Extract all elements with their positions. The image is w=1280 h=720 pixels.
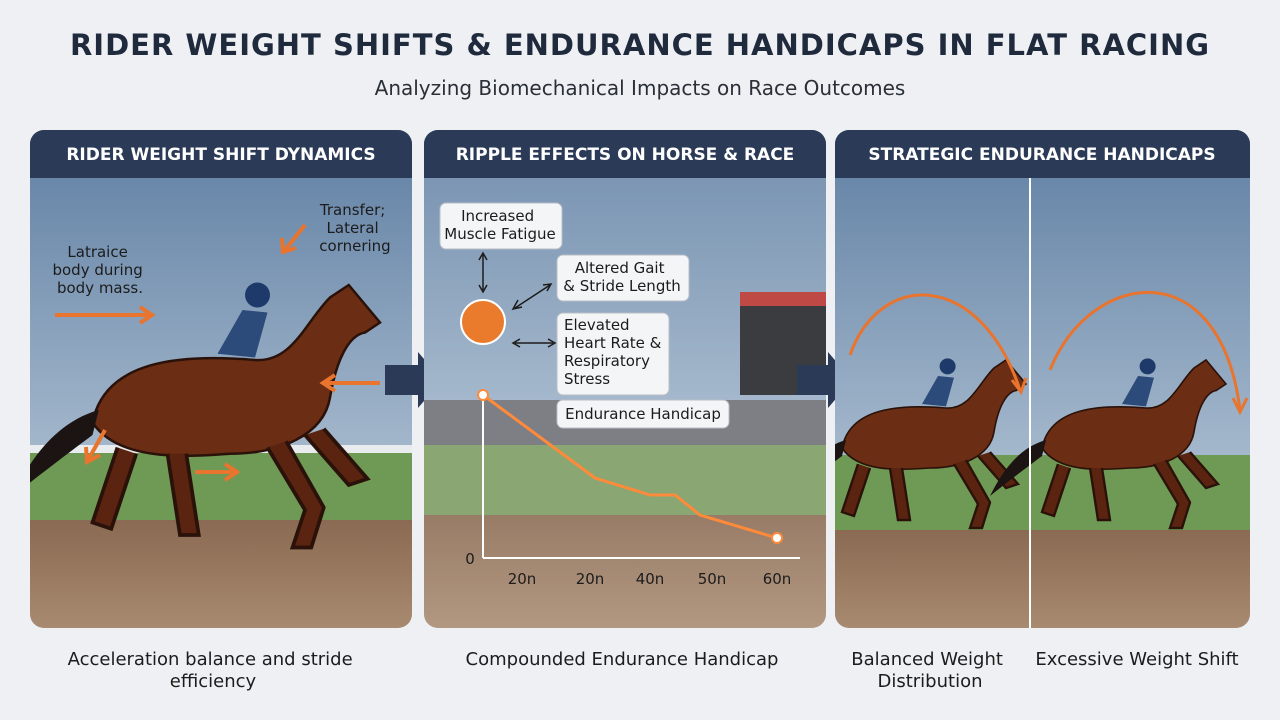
- x-tick-label: 60n: [763, 570, 792, 588]
- panel-heading: RIDER WEIGHT SHIFT DYNAMICS: [66, 145, 375, 165]
- panel-caption: Excessive Weight Shift: [1035, 649, 1238, 670]
- connector-arrows: [478, 251, 557, 348]
- page-title: RIDER WEIGHT SHIFTS & ENDURANCE HANDICAP…: [70, 28, 1210, 62]
- track: [30, 520, 412, 628]
- annotation-line: Heart Rate &: [564, 334, 662, 352]
- panel-3-scene: [835, 130, 1250, 628]
- curve-point: [771, 532, 783, 544]
- force-arrows: [55, 223, 380, 482]
- panel-1-scene: [30, 130, 412, 628]
- note-box: [556, 399, 730, 429]
- track: [835, 530, 1250, 628]
- annotation: Altered Gait & Stride Length: [563, 259, 680, 295]
- page-subtitle: Analyzing Biomechanical Impacts on Race …: [375, 76, 906, 100]
- annotation: Elevated Heart Rate & Respiratory Stress: [564, 316, 666, 388]
- panel-heading: RIPPLE EFFECTS ON HORSE & RACE: [456, 145, 795, 165]
- x-tick-labels: 20n 20n 40n 50n 60n: [508, 570, 792, 588]
- annotation-line: Latraice: [67, 243, 127, 261]
- caption-line: Acceleration balance and stride: [68, 649, 353, 670]
- caption-line: efficiency: [170, 671, 257, 692]
- annotation-line: Muscle Fatigue: [444, 225, 555, 243]
- annotation: Increased Muscle Fatigue: [444, 207, 555, 243]
- annotation-line: Lateral: [327, 219, 379, 237]
- panel-caption: Acceleration balance and stride efficien…: [68, 649, 359, 692]
- x-tick-label: 40n: [636, 570, 665, 588]
- shift-arrows: [848, 290, 1249, 416]
- x-tick-label: 50n: [698, 570, 727, 588]
- caption-line: Distribution: [877, 671, 982, 692]
- annotation-line: Transfer;: [319, 201, 385, 219]
- annotation-line: Altered Gait: [575, 259, 665, 277]
- panel-header: [30, 130, 412, 178]
- annotation-line: Increased: [461, 207, 534, 225]
- note-box: [439, 202, 563, 250]
- panel-caption: Compounded Endurance Handicap: [466, 649, 779, 670]
- note-box: [556, 254, 690, 302]
- grass: [424, 445, 826, 515]
- y-tick-label: 0: [465, 550, 475, 568]
- annotation-line: body during: [52, 261, 142, 279]
- x-tick-label: 20n: [576, 570, 605, 588]
- annotation-line: body mass.: [57, 279, 143, 297]
- caption-line: Balanced Weight: [851, 649, 1003, 670]
- panel-caption: Balanced Weight Distribution: [851, 649, 1008, 692]
- annotation-line: cornering: [319, 237, 390, 255]
- annotation-line: Elevated: [564, 316, 630, 334]
- panel-heading: STRATEGIC ENDURANCE HANDICAPS: [868, 145, 1215, 165]
- scoreboard-top: [740, 292, 826, 306]
- handicap-curve: [482, 393, 778, 540]
- annotation: Transfer; Lateral cornering: [319, 201, 391, 255]
- panel-header: [424, 130, 826, 178]
- fatigue-marker: [460, 299, 506, 345]
- curve-point: [477, 389, 489, 401]
- x-tick-label: 20n: [508, 570, 537, 588]
- annotation-line: Stress: [564, 370, 610, 388]
- annotation-line: Respiratory: [564, 352, 650, 370]
- panel-header: [835, 130, 1250, 178]
- annotation-line: & Stride Length: [563, 277, 680, 295]
- note-box: [556, 312, 670, 396]
- annotation: Latraice body during body mass.: [52, 243, 147, 297]
- annotation: Endurance Handicap: [565, 405, 721, 423]
